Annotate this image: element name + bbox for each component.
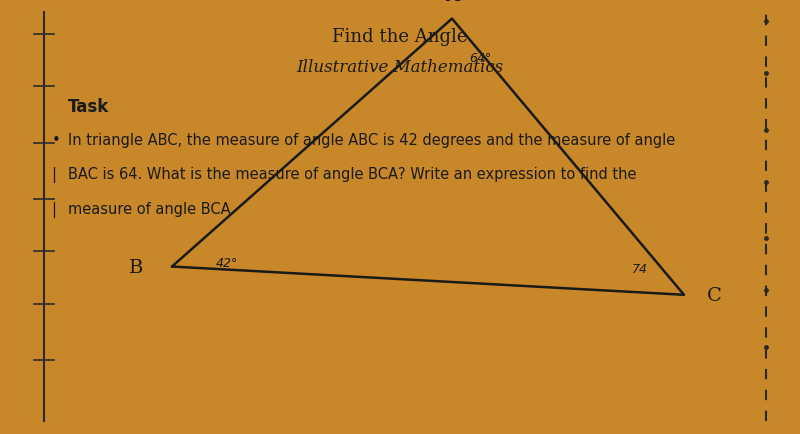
Text: Task: Task xyxy=(68,98,110,115)
Text: B: B xyxy=(129,258,143,276)
Text: Find the Angle: Find the Angle xyxy=(332,28,468,46)
Text: •: • xyxy=(52,132,60,147)
Text: In triangle ABC, the measure of angle ABC is 42 degrees and the measure of angle: In triangle ABC, the measure of angle AB… xyxy=(68,132,675,147)
Text: measure of angle BCA.: measure of angle BCA. xyxy=(68,202,235,217)
Text: 42°: 42° xyxy=(216,256,238,269)
Text: BAC is 64. What is the measure of angle BCA? Write an expression to find the: BAC is 64. What is the measure of angle … xyxy=(68,167,637,182)
Text: |: | xyxy=(51,202,56,218)
Text: |: | xyxy=(51,167,56,183)
Text: 64°: 64° xyxy=(470,52,492,65)
Text: Illustrative Mathematics: Illustrative Mathematics xyxy=(297,59,503,76)
Text: C: C xyxy=(707,286,722,304)
Text: 74: 74 xyxy=(632,263,648,276)
Text: A: A xyxy=(445,0,459,5)
